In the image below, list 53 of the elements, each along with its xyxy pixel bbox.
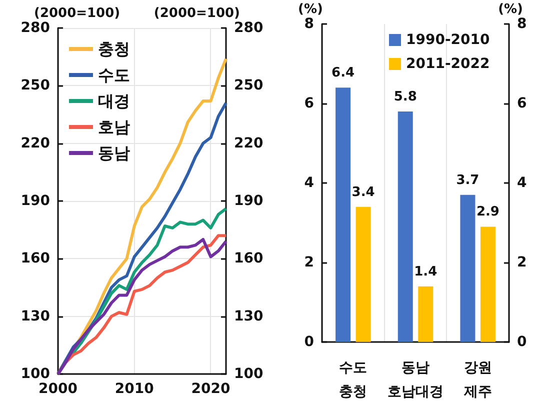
x-tick-label: 2000 (38, 381, 78, 397)
x-tick-label: 강원 제주 (462, 360, 492, 400)
y-tick-label: 220 (20, 135, 50, 152)
y-tick-label: 160 (20, 250, 50, 267)
x-tick-label: 2020 (191, 381, 230, 397)
y-tick-label: 130 (20, 308, 50, 324)
bar (398, 111, 413, 342)
data-label: 2.9 (476, 204, 500, 220)
y2-axis-title: (%) (498, 2, 523, 17)
y-axis-title: (%) (298, 2, 323, 17)
y-tick-label: 4 (304, 175, 314, 191)
y2-tick-label: 2 (517, 254, 527, 270)
y2-tick-label: 220 (234, 135, 264, 152)
legend-label: 대경 (98, 92, 130, 110)
legend-label: 동남 (98, 144, 130, 162)
y-tick-label: 280 (20, 20, 50, 36)
bar (480, 226, 496, 342)
legend-label: 수도 (98, 66, 130, 84)
y2-tick-label: 0 (517, 334, 527, 350)
y2-tick-label: 6 (517, 96, 527, 112)
y2-tick-label: 130 (234, 308, 264, 324)
bar (356, 206, 371, 342)
y-tick-label: 0 (304, 334, 314, 350)
legend-label: 1990-2010 (406, 32, 490, 48)
x-tick-label: 수도 충청 (339, 360, 368, 400)
y-tick-label: 2 (304, 254, 314, 270)
bar (460, 194, 476, 342)
y2-tick-label: 4 (517, 175, 527, 191)
data-label: 6.4 (332, 66, 355, 81)
data-label: 3.4 (352, 184, 375, 200)
x-tick-label: 2010 (114, 381, 154, 397)
y-tick-label: 190 (20, 193, 50, 209)
data-label: 5.8 (394, 89, 417, 104)
bar (418, 286, 434, 342)
y2-tick-label: 250 (234, 78, 264, 94)
bar (336, 88, 351, 342)
y-tick-label: 6 (304, 96, 314, 112)
y2-tick-label: 280 (234, 20, 264, 36)
y-tick-label: 250 (20, 78, 50, 94)
y-tick-label: 8 (304, 16, 314, 32)
y2-tick-label: 160 (234, 250, 264, 267)
data-label: 1.4 (414, 264, 438, 280)
x-tick-label: 동남 호남대경 (388, 360, 444, 400)
y2-tick-label: 100 (234, 366, 264, 382)
y2-tick-label: 8 (517, 16, 527, 32)
legend-label: 2011-2022 (406, 56, 490, 72)
y2-axis-title: (2000=100) (154, 6, 240, 21)
legend-label: 충청 (98, 40, 130, 58)
legend-label: 호남 (98, 118, 130, 136)
y-tick-label: 100 (20, 366, 50, 382)
y-axis-title: (2000=100) (34, 6, 120, 21)
y2-tick-label: 190 (234, 193, 264, 209)
data-label: 3.7 (456, 172, 480, 188)
